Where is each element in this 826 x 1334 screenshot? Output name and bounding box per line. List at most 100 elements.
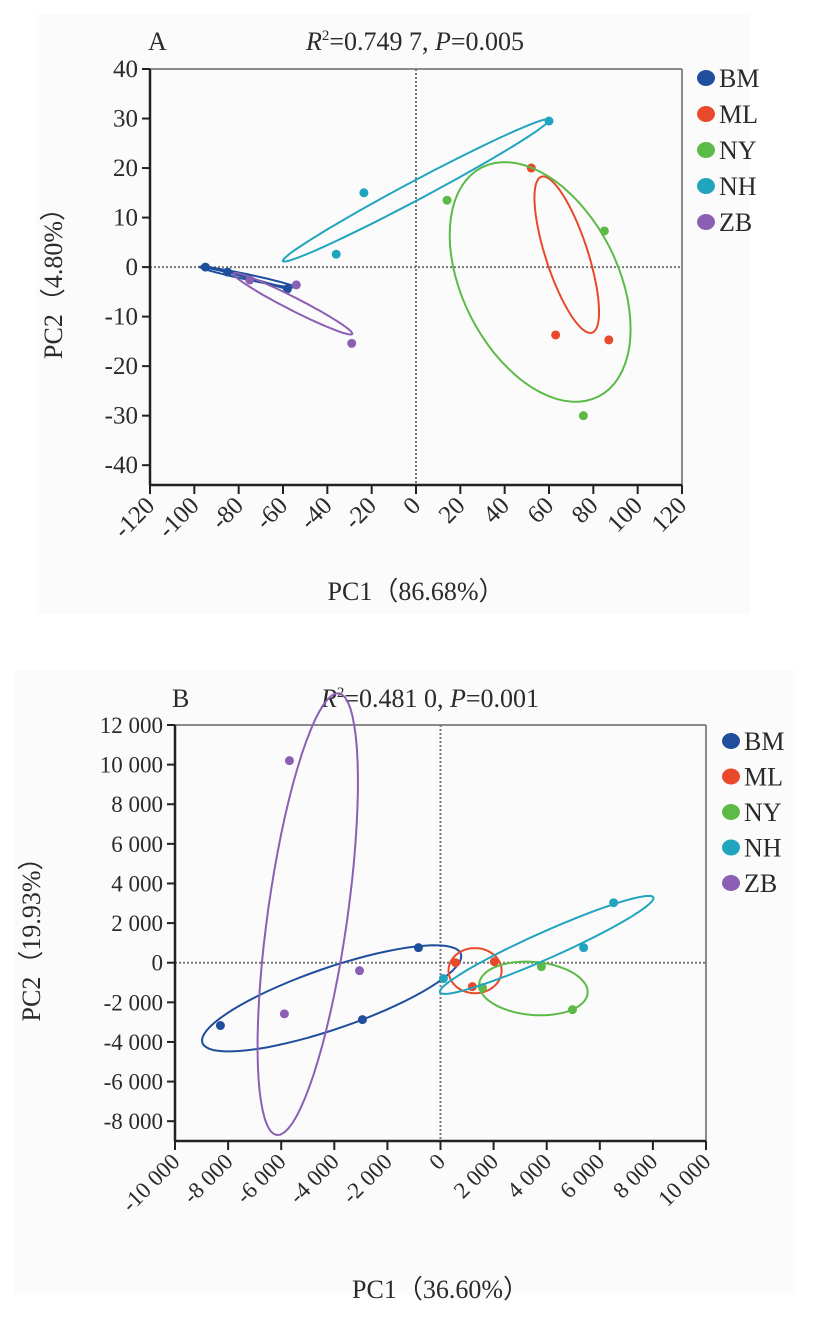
x-axis-label: PC1（36.60%）: [352, 1275, 529, 1304]
title-superscript: 2: [322, 28, 330, 44]
x-tick-label: -8 000: [178, 1149, 238, 1209]
x-tick-label: 0: [398, 492, 426, 520]
legend-item-zb: ZB: [722, 869, 777, 898]
y-tick-label: 40: [113, 56, 138, 83]
legend: BM ML NY NH ZB: [722, 727, 784, 898]
legend: BM ML NY NH ZB: [697, 64, 759, 237]
confidence-ellipse: [447, 947, 503, 995]
series-bm: [198, 262, 297, 294]
title-r2-value: =0.481 0,: [344, 684, 450, 713]
y-tick-label: 30: [113, 106, 138, 133]
legend-label: BM: [719, 64, 759, 93]
y-tick-label: -40: [105, 452, 138, 479]
legend-marker: [697, 106, 715, 122]
data-point: [567, 1005, 577, 1015]
x-tick-label: 80: [567, 492, 604, 529]
title-p-value: =0.001: [466, 684, 539, 713]
y-tick-label: 10 000: [100, 753, 163, 778]
legend-marker: [722, 804, 740, 820]
legend-marker: [697, 214, 715, 230]
legend-item-ml: ML: [722, 763, 783, 792]
legend-marker: [697, 142, 715, 158]
x-tick-label: -6 000: [231, 1149, 291, 1209]
confidence-ellipse: [200, 944, 463, 1053]
legend-label: ML: [744, 763, 783, 792]
y-tick-label: 4 000: [111, 871, 163, 896]
y-axis-label: PC2（19.93%）: [17, 845, 46, 1022]
legend-item-zb: ZB: [697, 208, 752, 237]
panel-b-background: [14, 670, 796, 1295]
bm-outline: [205, 265, 288, 291]
series-ml: [526, 163, 614, 345]
x-tick-label: 60: [522, 492, 559, 529]
title-p-value: =0.005: [451, 27, 524, 56]
confidence-ellipse: [256, 692, 359, 1137]
data-point: [438, 974, 448, 984]
x-tick-label: -100: [153, 492, 204, 543]
x-tick-label: 10 000: [653, 1149, 715, 1211]
legend-label: NH: [719, 172, 757, 201]
data-point: [357, 1015, 367, 1025]
data-point: [544, 116, 554, 126]
confidence-ellipse: [533, 175, 600, 335]
x-tick-label: -80: [206, 492, 249, 535]
legend-item-ny: NY: [722, 798, 782, 827]
x-tick-label: 0: [424, 1149, 450, 1175]
data-point: [604, 335, 614, 345]
x-tick-label: 4 000: [502, 1149, 556, 1203]
x-tick-label: 6 000: [555, 1149, 609, 1203]
data-point: [413, 943, 423, 953]
y-tick-label: -6 000: [104, 1070, 163, 1095]
y-tick-label: -10: [105, 304, 138, 331]
series-nh: [281, 116, 554, 263]
panel-a-background: [36, 14, 750, 614]
data-point: [609, 898, 619, 908]
data-point: [359, 188, 369, 198]
x-axis-label: PC1（86.68%）: [328, 577, 505, 606]
legend-marker: [722, 733, 740, 749]
legend-marker: [697, 178, 715, 194]
x-tick-label: -40: [295, 492, 338, 535]
legend-item-ml: ML: [697, 100, 758, 129]
data-point: [551, 330, 561, 340]
legend-label: ZB: [719, 208, 752, 237]
data-point: [291, 280, 301, 290]
panel-label: B: [172, 684, 189, 713]
x-tick-label: 120: [647, 492, 693, 538]
legend-marker: [722, 875, 740, 891]
legend-item-bm: BM: [697, 64, 759, 93]
series-bm: [200, 943, 463, 1053]
legend-label: ZB: [744, 869, 777, 898]
legend-label: NY: [719, 136, 757, 165]
legend-label: BM: [744, 727, 784, 756]
data-point: [284, 756, 294, 766]
legend-marker: [722, 839, 740, 856]
legend-marker: [722, 768, 740, 785]
series-ny: [442, 161, 632, 421]
y-tick-label: 8 000: [111, 792, 163, 817]
x-tick-label: 40: [478, 492, 515, 529]
title-p-symbol: P: [434, 27, 451, 56]
chart-title: R2=0.749 7, P=0.005: [305, 27, 524, 56]
data-point: [347, 338, 357, 348]
y-tick-label: -2 000: [104, 990, 163, 1015]
data-point: [279, 1009, 289, 1019]
y-tick-label: -8 000: [104, 1109, 163, 1134]
data-point: [489, 957, 499, 967]
y-tick-label: 2 000: [111, 911, 163, 936]
confidence-ellipse: [448, 161, 632, 403]
series-nh: [438, 894, 655, 995]
y-tick-label: -30: [105, 403, 138, 430]
data-point: [599, 226, 609, 236]
data-point: [579, 943, 589, 953]
data-point: [331, 249, 341, 259]
chart-title: R2=0.481 0, P=0.001: [320, 684, 539, 713]
x-tick-label: -120: [109, 492, 160, 543]
x-tick-label: -10 000: [117, 1149, 185, 1217]
y-tick-label: 10: [113, 205, 138, 232]
x-tick-label: -4 000: [284, 1149, 344, 1209]
title-r2-value: =0.749 7,: [329, 27, 435, 56]
y-tick-label: 20: [113, 155, 138, 182]
data-point: [215, 1021, 225, 1031]
